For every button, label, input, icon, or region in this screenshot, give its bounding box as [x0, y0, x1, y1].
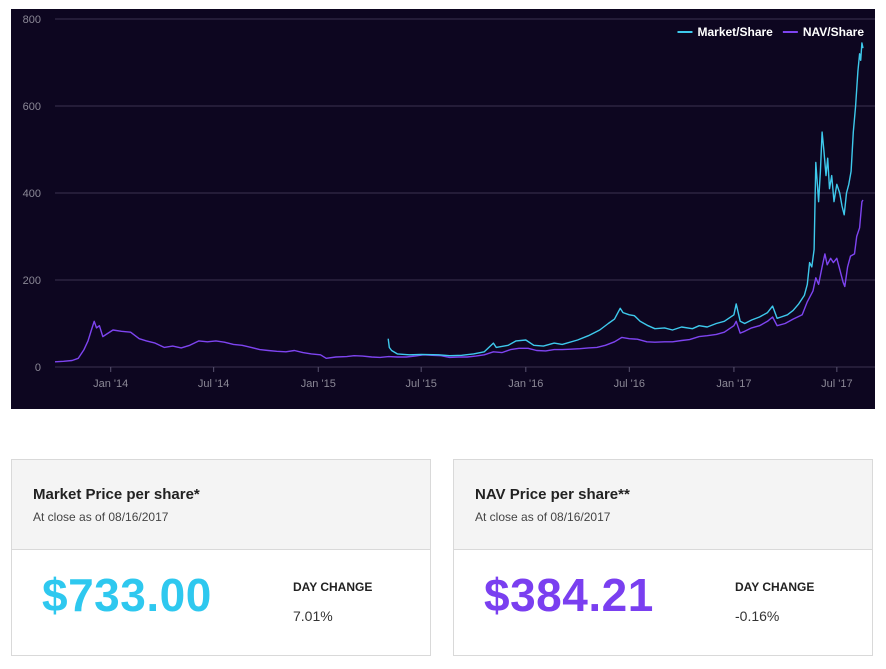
nav-day-change-value: -0.16% [735, 608, 780, 624]
x-tick-label: Jan '17 [716, 378, 751, 390]
x-tick-label: Jan '14 [93, 378, 128, 390]
chart-svg: 0 200 400 600 800 Jan '14 Jul '14 Jan '15 Jul '1… [23, 14, 875, 390]
market-card-subtitle: At close as of 08/16/2017 [33, 510, 169, 524]
series-line-nav-share [54, 199, 864, 363]
y-tick-label: 600 [23, 101, 41, 113]
market-card-header: Market Price per share* At close as of 0… [12, 460, 430, 550]
series-line-market-share [387, 42, 864, 357]
market-day-change-value: 7.01% [293, 608, 333, 624]
market-price-card: Market Price per share* At close as of 0… [11, 459, 431, 656]
nav-card-body: $384.21 DAY CHANGE -0.16% [454, 550, 872, 656]
x-tick-label: Jan '15 [301, 378, 336, 390]
nav-card-subtitle: At close as of 08/16/2017 [475, 510, 611, 524]
x-tick-label: Jul '14 [198, 378, 229, 390]
x-tick-label: Jul '16 [614, 378, 645, 390]
y-tick-label: 200 [23, 275, 41, 287]
y-tick-label: 0 [35, 362, 41, 374]
nav-price-card: NAV Price per share** At close as of 08/… [453, 459, 873, 656]
market-day-change-label: DAY CHANGE [293, 580, 373, 594]
nav-card-title: NAV Price per share** [475, 486, 630, 503]
market-card-body: $733.00 DAY CHANGE 7.01% [12, 550, 430, 656]
nav-card-header: NAV Price per share** At close as of 08/… [454, 460, 872, 550]
y-tick-label: 800 [23, 14, 41, 26]
nav-day-change-label: DAY CHANGE [735, 580, 815, 594]
market-card-title: Market Price per share* [33, 486, 200, 503]
legend-label: NAV/Share [803, 25, 864, 39]
x-tick-label: Jul '15 [405, 378, 436, 390]
x-tick-label: Jul '17 [821, 378, 852, 390]
nav-price-value: $384.21 [484, 569, 654, 621]
market-price-value: $733.00 [42, 569, 212, 621]
y-tick-label: 400 [23, 188, 41, 200]
x-tick-label: Jan '16 [508, 378, 543, 390]
legend-label: Market/Share [697, 25, 773, 39]
price-chart: 0 200 400 600 800 Jan '14 Jul '14 Jan '15 Jul '1… [11, 9, 875, 409]
